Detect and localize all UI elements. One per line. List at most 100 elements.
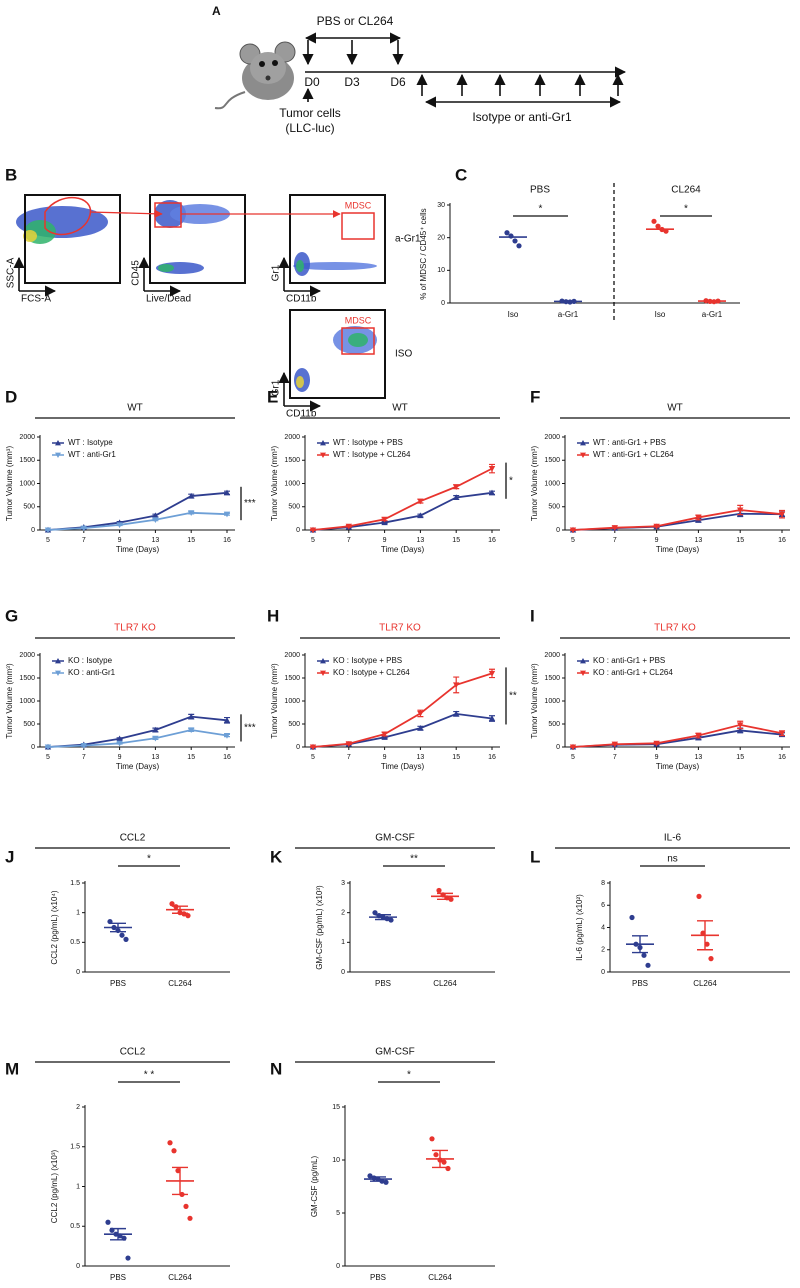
x-tick-label: 16 — [778, 537, 786, 544]
y-tick-label: 2000 — [19, 652, 35, 659]
data-point — [372, 910, 378, 916]
y-tick-label: 8 — [601, 880, 605, 887]
mouse-icon — [214, 41, 296, 110]
y-tick-label: 0.5 — [70, 939, 80, 946]
data-point — [417, 724, 424, 731]
x-tick-label: 7 — [347, 754, 351, 761]
error-bar — [375, 914, 391, 921]
panel-letter: E — [267, 387, 278, 406]
error-bar — [172, 1166, 188, 1196]
y-tick-label: 1500 — [19, 675, 35, 682]
axis-label: CD45 — [131, 260, 142, 286]
data-point — [696, 893, 702, 899]
x-tick-label: 7 — [613, 754, 617, 761]
y-tick-label: 0 — [76, 1263, 80, 1270]
data-point — [183, 1203, 189, 1209]
y-tick-label: 1000 — [19, 480, 35, 487]
x-tick-label: 13 — [695, 537, 703, 544]
y-tick-label: 10 — [437, 267, 445, 274]
day-label: D6 — [390, 75, 406, 89]
data-point — [569, 744, 577, 751]
x-tick-label: PBS — [110, 1273, 126, 1282]
data-point — [629, 914, 635, 921]
data-point — [223, 511, 231, 518]
x-tick-label: 16 — [223, 537, 231, 544]
x-tick-label: 5 — [311, 537, 315, 544]
data-point — [345, 523, 352, 530]
y-tick-label: 1.5 — [70, 880, 80, 887]
cell-density — [296, 260, 304, 272]
x-tick-label: 16 — [223, 754, 231, 761]
y-tick-label: 2 — [601, 947, 605, 954]
chart-title: CCL2 — [120, 1047, 146, 1058]
x-tick-label: 16 — [488, 537, 496, 544]
data-point — [223, 489, 231, 496]
panel-letter: A — [212, 4, 221, 18]
error-bar — [697, 920, 713, 951]
x-axis-label: Time (Days) — [381, 762, 425, 771]
x-tick-label: PBS — [370, 1273, 386, 1282]
cell-density — [23, 230, 37, 242]
cell-density — [158, 264, 174, 272]
panel-letter: C — [455, 165, 467, 184]
legend-label: KO : Isotype + CL264 — [333, 668, 410, 677]
x-tick-label: 15 — [187, 754, 195, 761]
legend-marker — [580, 658, 586, 664]
legend-label: WT : anti-Gr1 + PBS — [593, 438, 666, 447]
y-tick-label: 500 — [548, 721, 560, 728]
x-axis-label: Time (Days) — [116, 762, 160, 771]
y-tick-label: 0 — [31, 744, 35, 751]
legend-marker — [55, 440, 61, 446]
legend-marker — [320, 658, 326, 664]
y-tick-label: 500 — [288, 721, 300, 728]
data-point — [655, 223, 661, 229]
y-tick-label: 20 — [437, 235, 445, 242]
x-tick-label: CL264 — [428, 1273, 452, 1282]
data-point — [185, 913, 191, 919]
x-tick-label: 15 — [736, 754, 744, 761]
data-point — [445, 1165, 451, 1172]
x-tick-label: CL264 — [168, 1273, 192, 1282]
error-bar — [172, 905, 188, 914]
series-line — [312, 672, 493, 748]
x-tick-label: 13 — [152, 537, 160, 544]
x-tick-label: 5 — [571, 537, 575, 544]
legend-marker — [55, 658, 61, 664]
y-tick-label: 1000 — [544, 698, 560, 705]
day-label: D3 — [344, 75, 360, 89]
data-point — [119, 932, 125, 938]
y-tick-label: 1000 — [284, 698, 300, 705]
axis-label: Gr1 — [271, 379, 282, 396]
cell-density — [348, 333, 368, 347]
data-point — [708, 956, 714, 962]
x-tick-label: 16 — [488, 754, 496, 761]
data-point — [188, 492, 195, 499]
legend-label: KO : anti-Gr1 — [68, 668, 116, 677]
error-bar — [437, 892, 453, 901]
data-point — [80, 525, 87, 532]
significance-label: * * — [144, 1070, 155, 1081]
data-point — [641, 952, 647, 958]
significance-label: *** — [244, 498, 256, 509]
y-tick-label: 0 — [31, 527, 35, 534]
data-point — [504, 230, 510, 236]
chart-title: WT — [392, 403, 408, 414]
data-point — [695, 514, 702, 521]
data-point — [453, 494, 460, 501]
y-tick-label: 0 — [76, 969, 80, 976]
gate-arrow — [89, 209, 163, 218]
series-line — [572, 509, 783, 531]
data-point — [508, 233, 514, 239]
data-point — [188, 713, 195, 720]
y-tick-label: 1500 — [544, 675, 560, 682]
axis-label: FCS-A — [21, 294, 51, 305]
data-point — [188, 510, 195, 516]
plot-frame — [289, 309, 386, 399]
data-point — [453, 484, 460, 490]
y-tick-label: 1000 — [284, 480, 300, 487]
y-tick-label: 2000 — [284, 434, 300, 441]
condition-label: a-Gr1 — [395, 234, 421, 245]
panel-letter: H — [267, 606, 279, 625]
